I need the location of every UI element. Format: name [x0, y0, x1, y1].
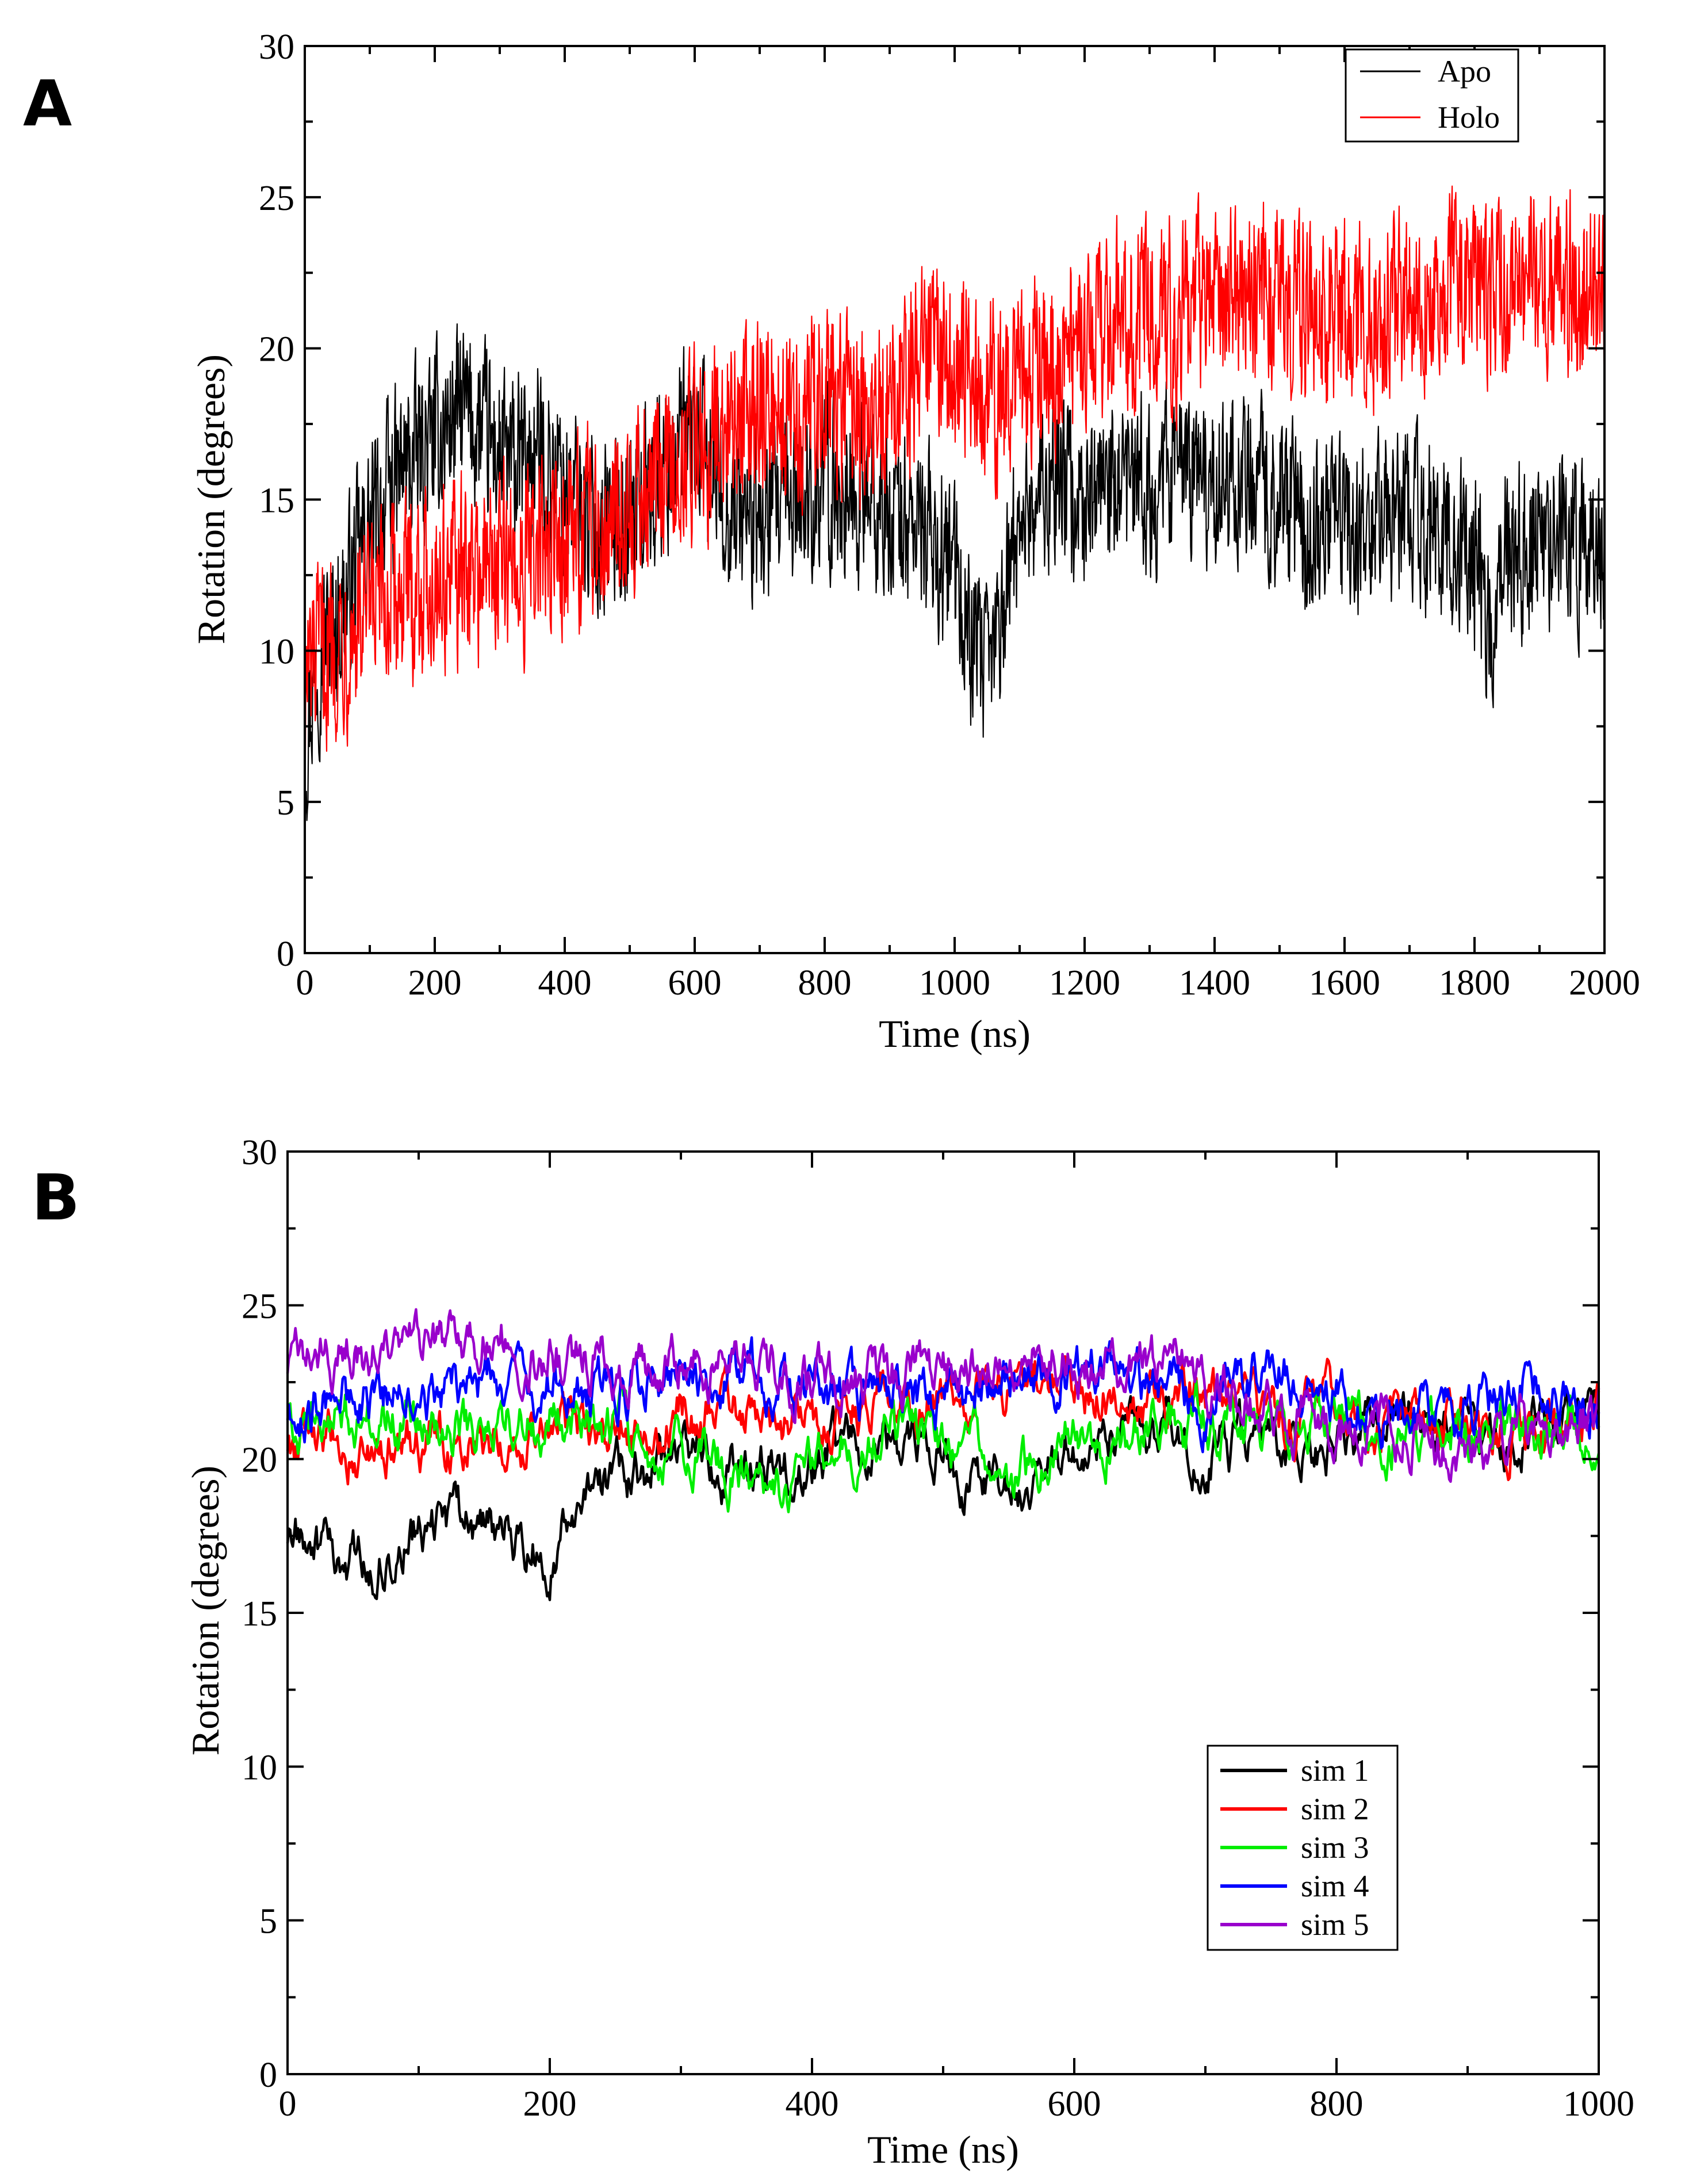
y-tick-label: 5 [277, 783, 294, 823]
x-tick-label: 400 [538, 963, 592, 1003]
x-tick-label: 600 [668, 963, 722, 1003]
panel-a-y-axis-title: Rotation (degrees) [189, 354, 233, 644]
y-tick-label: 15 [242, 1594, 277, 1634]
y-tick-label: 25 [259, 179, 294, 218]
x-tick-label: 0 [279, 2084, 297, 2124]
y-tick-label: 15 [259, 481, 294, 521]
y-tick-label: 20 [242, 1441, 277, 1480]
y-tick-label: 25 [242, 1287, 277, 1326]
legend-holo-label: Holo [1438, 100, 1500, 135]
panel-a-ticks: 0 200 400 600 800 1000 1200 1400 1600 1800 2000 0 5 1… [259, 28, 1640, 1003]
panel-b-legend: sim 1 sim 2 sim 3 sim 4 sim 5 [1207, 1745, 1399, 1951]
y-tick-label: 20 [259, 330, 294, 369]
series-line-sim-4 [286, 1336, 1600, 1454]
x-tick-label: 600 [1048, 2084, 1101, 2124]
panel-b-y-axis-title: Rotation (degrees) [183, 1466, 227, 1755]
legend-sim2-label: sim 2 [1301, 1792, 1369, 1826]
legend-apo-label: Apo [1438, 54, 1491, 89]
panel-a-legend: Apo Holo [1345, 48, 1519, 143]
x-tick-label: 1000 [1563, 2084, 1634, 2124]
x-tick-label: 1600 [1309, 963, 1380, 1003]
x-tick-label: 200 [523, 2084, 577, 2124]
x-tick-label: 200 [408, 963, 462, 1003]
panel-a-x-axis-title: Time (ns) [879, 1012, 1031, 1055]
x-tick-label: 800 [1310, 2084, 1364, 2124]
x-tick-label: 400 [786, 2084, 839, 2124]
series-line-holo [304, 185, 1606, 763]
panel-a-series-group [304, 185, 1606, 821]
legend-sim5-label: sim 5 [1301, 1907, 1369, 1942]
series-line-apo [304, 323, 1606, 821]
panel-b-legend-box [1207, 1745, 1399, 1951]
panel-a-legend-box [1345, 48, 1519, 143]
y-tick-label: 0 [277, 935, 294, 974]
series-line-sim-3 [286, 1379, 1600, 1513]
x-tick-label: 1800 [1439, 963, 1510, 1003]
panel-b-series-group [286, 1308, 1600, 1601]
panel-b-letter: B [32, 1161, 80, 1234]
legend-sim1-label: sim 1 [1301, 1753, 1369, 1788]
x-tick-label: 1000 [919, 963, 990, 1003]
y-tick-label: 30 [259, 28, 294, 67]
y-tick-label: 5 [259, 1902, 277, 1941]
panel-b-ticks: 0 200 400 600 800 1000 0 5 10 15 20 25 30 [242, 1133, 1634, 2124]
y-tick-label: 0 [259, 2056, 277, 2095]
series-line-sim-5 [286, 1308, 1600, 1483]
panel-b-x-axis-title: Time (ns) [867, 2128, 1019, 2171]
x-tick-label: 0 [296, 963, 314, 1003]
y-tick-label: 10 [242, 1748, 277, 1787]
panel-b: B 0 200 400 600 800 1000 0 5 10 15 20 25 30 Time (ns… [32, 1133, 1634, 2171]
x-tick-label: 800 [798, 963, 852, 1003]
y-tick-label: 30 [242, 1133, 277, 1172]
legend-sim3-label: sim 3 [1301, 1830, 1369, 1865]
x-tick-label: 1200 [1049, 963, 1120, 1003]
panel-a: A 0 200 400 600 800 1000 1200 1400 1600 1800 20000… [23, 28, 1640, 1055]
legend-sim4-label: sim 4 [1301, 1869, 1369, 1903]
x-tick-label: 1400 [1179, 963, 1250, 1003]
panel-a-letter: A [23, 67, 72, 140]
x-tick-label: 2000 [1569, 963, 1640, 1003]
y-tick-label: 10 [259, 632, 294, 671]
